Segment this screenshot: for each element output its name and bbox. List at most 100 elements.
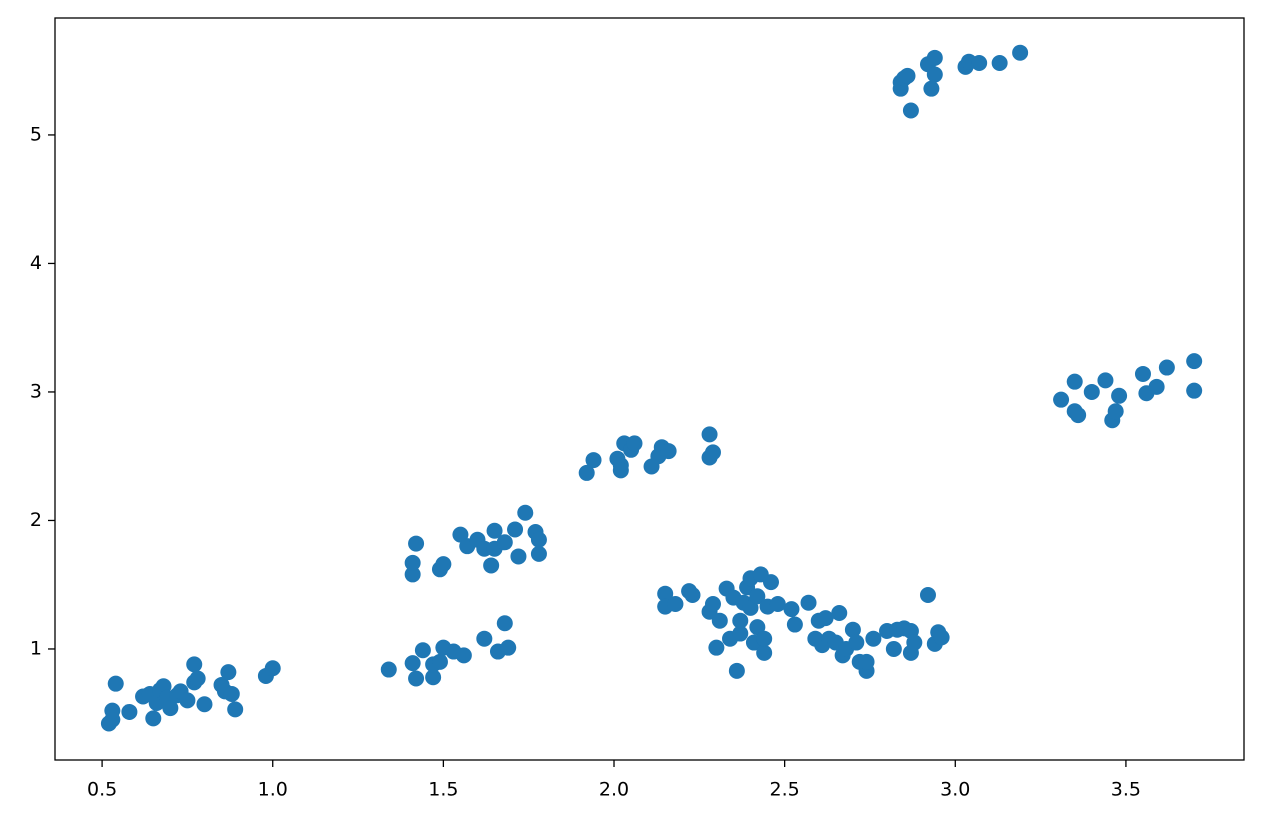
point — [786, 616, 803, 633]
point — [121, 703, 138, 720]
point — [848, 634, 865, 651]
point — [530, 545, 547, 562]
plot-frame — [54, 17, 1245, 761]
point — [756, 630, 773, 647]
x-tick-label: 1.5 — [428, 779, 458, 801]
point — [1097, 372, 1114, 389]
point — [1012, 44, 1029, 61]
x-tick-label: 2.0 — [599, 779, 629, 801]
y-tick-label: 3 — [30, 380, 42, 402]
y-tick-label: 4 — [30, 252, 42, 274]
point — [1083, 383, 1100, 400]
point — [517, 504, 534, 521]
point — [189, 670, 206, 687]
point — [728, 662, 745, 679]
point — [186, 656, 203, 673]
point — [762, 574, 779, 591]
point — [162, 700, 179, 717]
point — [223, 685, 240, 702]
y-tick-label: 2 — [30, 509, 42, 531]
point — [264, 660, 281, 677]
point — [145, 710, 162, 727]
point — [404, 655, 421, 672]
point — [104, 702, 121, 719]
point — [906, 634, 923, 651]
point — [749, 619, 766, 636]
point — [844, 621, 861, 638]
point — [732, 625, 749, 642]
point — [1186, 382, 1203, 399]
point — [483, 557, 500, 574]
point — [431, 653, 448, 670]
point — [507, 521, 524, 538]
point — [800, 594, 817, 611]
point — [435, 556, 452, 573]
point — [991, 54, 1008, 71]
point — [657, 585, 674, 602]
point — [902, 102, 919, 119]
point — [1134, 365, 1151, 382]
point — [858, 653, 875, 670]
point — [899, 67, 916, 84]
point — [500, 639, 517, 656]
point — [486, 522, 503, 539]
point — [667, 595, 684, 612]
x-tick-label: 0.5 — [87, 779, 117, 801]
point — [749, 588, 766, 605]
point — [425, 669, 442, 686]
point — [769, 595, 786, 612]
x-tick-label: 3.0 — [940, 779, 970, 801]
point — [510, 548, 527, 565]
point — [1053, 391, 1070, 408]
point — [455, 647, 472, 664]
point — [701, 426, 718, 443]
point — [885, 640, 902, 657]
point — [926, 49, 943, 66]
x-tick-label: 3.5 — [1111, 779, 1141, 801]
point — [660, 443, 677, 460]
point — [831, 604, 848, 621]
point — [452, 526, 469, 543]
point — [704, 595, 721, 612]
point — [414, 642, 431, 659]
point — [817, 610, 834, 627]
point — [1107, 403, 1124, 420]
y-tick-label: 5 — [30, 123, 42, 145]
point — [684, 586, 701, 603]
point — [585, 452, 602, 469]
point — [408, 670, 425, 687]
point — [756, 644, 773, 661]
point — [196, 696, 213, 713]
point — [926, 66, 943, 83]
point — [865, 630, 882, 647]
point — [496, 615, 513, 632]
point — [612, 462, 629, 479]
point — [179, 692, 196, 709]
point — [220, 664, 237, 681]
point — [578, 464, 595, 481]
point — [107, 675, 124, 692]
point — [530, 531, 547, 548]
point — [404, 554, 421, 571]
point — [1186, 353, 1203, 370]
point — [476, 630, 493, 647]
point — [1148, 378, 1165, 395]
point — [380, 661, 397, 678]
point — [404, 566, 421, 583]
point — [742, 599, 759, 616]
point — [1066, 373, 1083, 390]
point — [1158, 359, 1175, 376]
point — [496, 534, 513, 551]
point — [704, 444, 721, 461]
point — [732, 612, 749, 629]
point — [227, 701, 244, 718]
point — [708, 639, 725, 656]
x-tick-label: 1.0 — [258, 779, 288, 801]
x-tick-label: 2.5 — [770, 779, 800, 801]
point — [408, 535, 425, 552]
point — [923, 80, 940, 97]
point — [971, 54, 988, 71]
point — [711, 612, 728, 629]
point — [626, 435, 643, 452]
